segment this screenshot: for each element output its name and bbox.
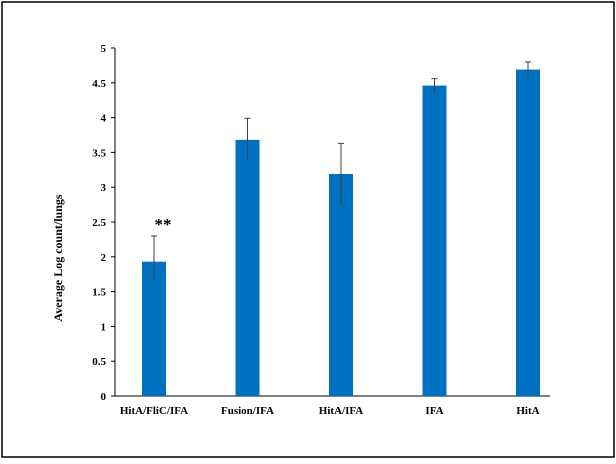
y-tick-label: 4.5	[92, 78, 106, 90]
x-category-label: HitA	[516, 405, 539, 417]
y-tick-label: 5	[101, 43, 107, 55]
plot-area: 0 0.5 1 1.5 2 2.5 3 3.5 4 4.5 5 HitA/FliC/IFA Fusion…	[92, 43, 550, 417]
significance-annotation: **	[155, 215, 172, 234]
y-tick-label: 3	[101, 182, 107, 194]
bar	[516, 69, 540, 397]
x-category-label: IFA	[425, 405, 443, 417]
y-axis-title: Average Log count/lungs	[51, 194, 65, 321]
x-category-label: HitA/IFA	[319, 405, 363, 417]
bar	[235, 139, 260, 396]
y-tick-label: 1.5	[92, 287, 106, 299]
bar	[329, 173, 353, 396]
bar	[422, 85, 447, 397]
y-tick-label: 0	[101, 391, 107, 403]
y-tick-label: 2	[101, 252, 107, 264]
x-category-label: Fusion/IFA	[221, 405, 274, 417]
y-tick-label: 0.5	[92, 356, 106, 368]
y-tick-label: 1	[101, 321, 107, 333]
y-tick-label: 3.5	[92, 147, 106, 159]
y-tick-label: 2.5	[92, 217, 106, 229]
x-category-label: HitA/FliC/IFA	[120, 405, 188, 417]
y-tick-label: 4	[101, 113, 107, 125]
bar	[142, 261, 166, 396]
